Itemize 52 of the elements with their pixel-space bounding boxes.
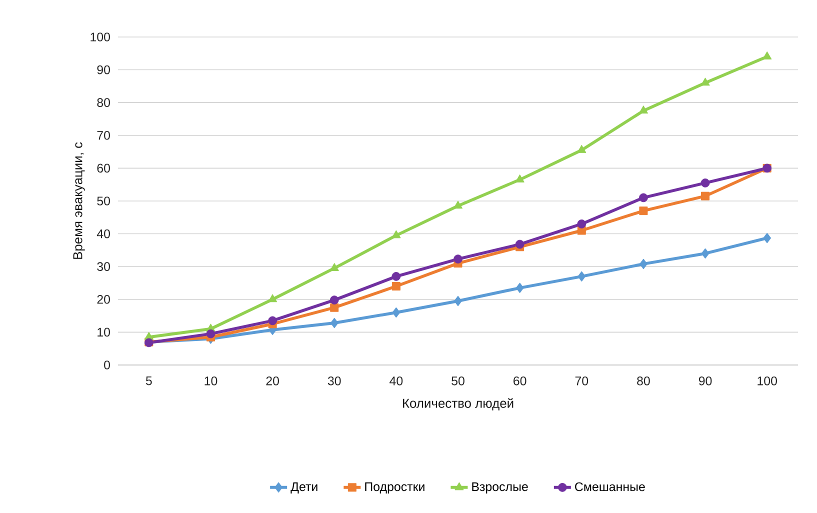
y-tick-label: 90 bbox=[97, 65, 110, 74]
y-tick-label: 100 bbox=[90, 32, 110, 42]
y-tick-label: 80 bbox=[97, 98, 110, 107]
point bbox=[453, 200, 463, 209]
y-tick-label: 60 bbox=[97, 164, 110, 173]
point bbox=[330, 296, 339, 304]
point bbox=[638, 106, 648, 114]
y-tick-label: 70 bbox=[97, 130, 110, 140]
point bbox=[700, 178, 710, 188]
point bbox=[268, 316, 278, 326]
point bbox=[516, 282, 524, 294]
legend-label: Смешанные bbox=[575, 482, 645, 492]
x-tick-label: 30 bbox=[328, 376, 341, 386]
point bbox=[639, 193, 648, 202]
x-tick-label: 20 bbox=[266, 376, 279, 386]
point bbox=[701, 248, 710, 259]
point bbox=[392, 230, 401, 238]
legend-label: Взрослые bbox=[472, 482, 528, 494]
y-tick-label: 30 bbox=[97, 262, 110, 271]
point bbox=[392, 272, 401, 281]
x-tick-label: 5 bbox=[146, 376, 152, 386]
legend-label: Дети bbox=[290, 482, 318, 494]
point bbox=[515, 240, 524, 249]
point bbox=[454, 296, 462, 306]
x-tick-label: 80 bbox=[637, 376, 650, 386]
y-tick-label: 20 bbox=[97, 294, 110, 304]
point bbox=[701, 192, 710, 200]
point bbox=[578, 271, 586, 282]
y-tick-label: 50 bbox=[97, 196, 110, 206]
point bbox=[330, 303, 339, 312]
point bbox=[454, 254, 462, 264]
legend-label: Подростки bbox=[365, 482, 424, 494]
x-tick-label: 40 bbox=[390, 376, 403, 386]
point bbox=[330, 318, 338, 328]
point bbox=[577, 220, 586, 228]
y-tick-label: 40 bbox=[96, 229, 110, 238]
x-tick-label: 70 bbox=[575, 376, 588, 386]
x-axis-title: Количество людей bbox=[403, 398, 514, 410]
y-axis-title: Время эвакуации, с bbox=[73, 142, 85, 259]
x-tick-label: 100 bbox=[758, 376, 777, 386]
point bbox=[392, 307, 400, 318]
x-tick-label: 60 bbox=[514, 376, 526, 386]
point bbox=[392, 282, 400, 291]
x-tick-label: 50 bbox=[452, 376, 464, 386]
y-tick-label: 0 bbox=[104, 360, 110, 370]
x-tick-label: 90 bbox=[698, 376, 712, 386]
point bbox=[763, 232, 772, 244]
x-tick-label: 10 bbox=[204, 376, 218, 386]
point bbox=[639, 206, 648, 216]
point bbox=[639, 258, 648, 270]
point bbox=[206, 329, 216, 338]
y-tick-label: 10 bbox=[98, 328, 110, 337]
